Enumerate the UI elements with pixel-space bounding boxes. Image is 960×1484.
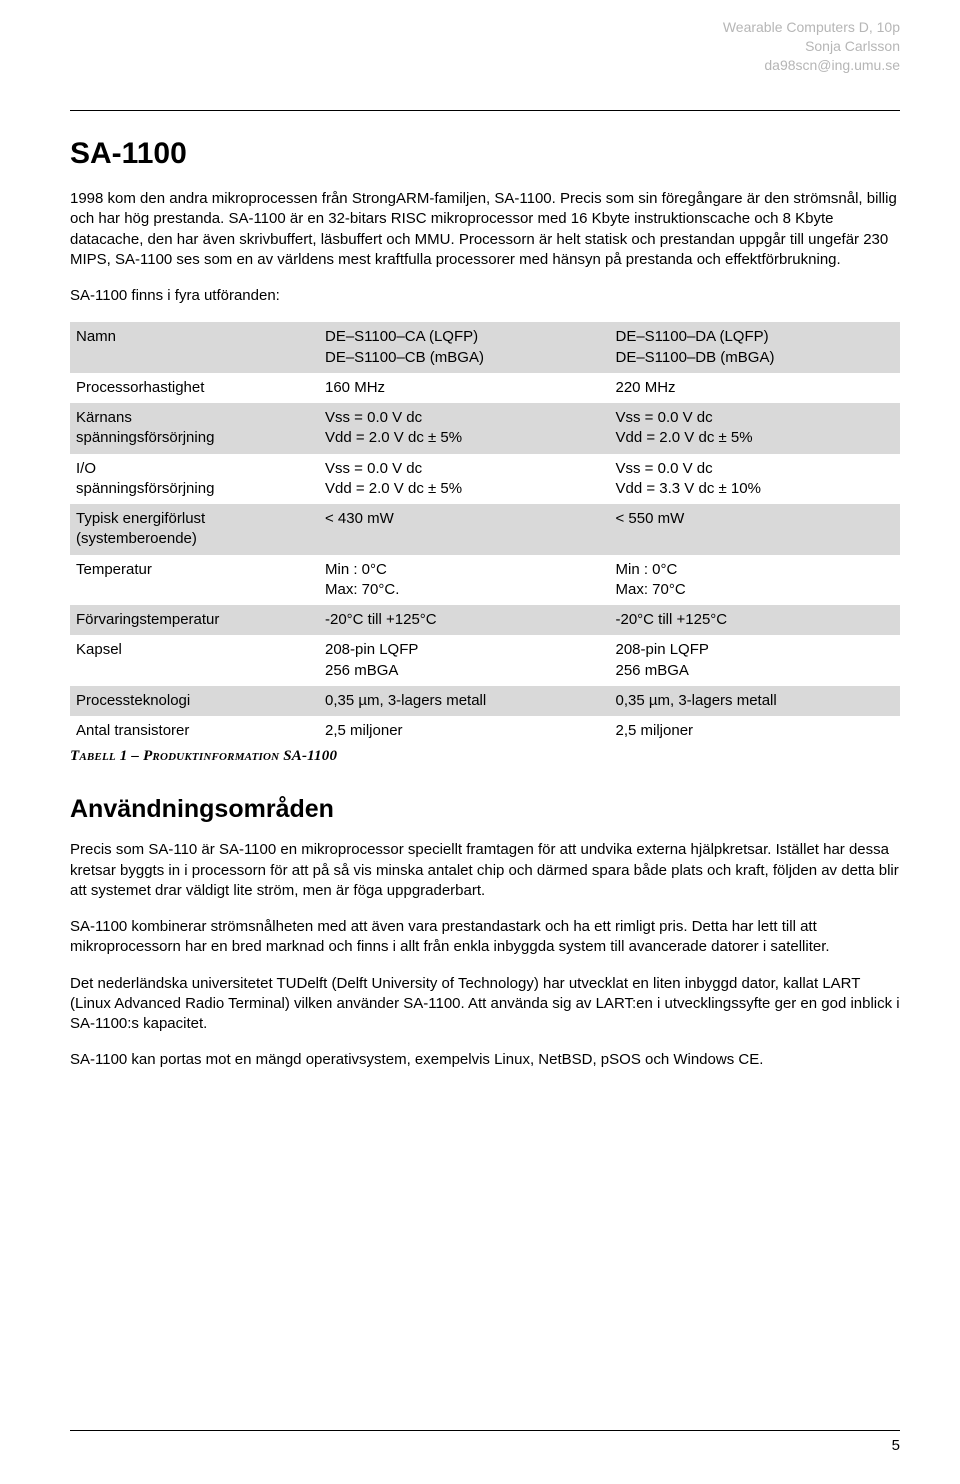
table-cell: Vss = 0.0 V dcVdd = 2.0 V dc ± 5% [319, 403, 610, 454]
table-row: KärnansspänningsförsörjningVss = 0.0 V d… [70, 403, 900, 454]
body-paragraph-1: Precis som SA-110 är SA-1100 en mikropro… [70, 840, 900, 901]
table-cell: 2,5 miljoner [610, 716, 901, 746]
table-cell: 2,5 miljoner [319, 716, 610, 746]
table-cell: Processorhastighet [70, 373, 319, 403]
table-row: Typisk energiförlust(systemberoende)< 43… [70, 504, 900, 555]
section-heading-applications: Användningsområden [70, 795, 900, 824]
table-cell: 0,35 µm, 3-lagers metall [610, 686, 901, 716]
intro-paragraph-1: 1998 kom den andra mikroprocessen från S… [70, 189, 900, 270]
table-row: I/OspänningsförsörjningVss = 0.0 V dcVdd… [70, 454, 900, 505]
table-cell: DE–S1100–DA (LQFP)DE–S1100–DB (mBGA) [610, 322, 901, 373]
header-rule [70, 110, 900, 111]
caption-label: Tabell 1 – [70, 748, 143, 764]
table-cell: 208-pin LQFP256 mBGA [319, 635, 610, 686]
table-cell: I/Ospänningsförsörjning [70, 454, 319, 505]
table-cell: < 430 mW [319, 504, 610, 555]
table-cell: DE–S1100–CA (LQFP)DE–S1100–CB (mBGA) [319, 322, 610, 373]
table-cell: Vss = 0.0 V dcVdd = 2.0 V dc ± 5% [610, 403, 901, 454]
body-paragraph-2: SA-1100 kombinerar strömsnålheten med at… [70, 917, 900, 958]
table-cell: 0,35 µm, 3-lagers metall [319, 686, 610, 716]
header-course: Wearable Computers D, 10p [723, 18, 900, 37]
table-cell: 160 MHz [319, 373, 610, 403]
document-page: Wearable Computers D, 10p Sonja Carlsson… [0, 0, 960, 1484]
table-row: Processorhastighet160 MHz220 MHz [70, 373, 900, 403]
page-title: SA-1100 [70, 137, 900, 171]
table-cell: 220 MHz [610, 373, 901, 403]
body-paragraph-4: SA-1100 kan portas mot en mängd operativ… [70, 1050, 900, 1070]
page-footer: 5 [70, 1430, 900, 1454]
page-number: 5 [70, 1437, 900, 1454]
table-row: Kapsel208-pin LQFP256 mBGA208-pin LQFP25… [70, 635, 900, 686]
table-cell: Förvaringstemperatur [70, 605, 319, 635]
table-row: Antal transistorer2,5 miljoner2,5 miljon… [70, 716, 900, 746]
caption-rest: Produktinformation SA-1100 [143, 748, 337, 764]
table-cell: < 550 mW [610, 504, 901, 555]
table-cell: Min : 0°CMax: 70°C. [319, 555, 610, 606]
table-cell: Vss = 0.0 V dcVdd = 3.3 V dc ± 10% [610, 454, 901, 505]
table-cell: Temperatur [70, 555, 319, 606]
header-email: da98scn@ing.umu.se [723, 56, 900, 75]
table-row: Processteknologi0,35 µm, 3-lagers metall… [70, 686, 900, 716]
table-cell: -20°C till +125°C [319, 605, 610, 635]
header-author: Sonja Carlsson [723, 37, 900, 56]
table-row: NamnDE–S1100–CA (LQFP)DE–S1100–CB (mBGA)… [70, 322, 900, 373]
table-cell: Min : 0°CMax: 70°C [610, 555, 901, 606]
table-cell: 208-pin LQFP256 mBGA [610, 635, 901, 686]
table-caption: Tabell 1 – Produktinformation SA-1100 [70, 748, 900, 765]
table-cell: Namn [70, 322, 319, 373]
table-cell: Vss = 0.0 V dcVdd = 2.0 V dc ± 5% [319, 454, 610, 505]
table-cell: Antal transistorer [70, 716, 319, 746]
table-cell: -20°C till +125°C [610, 605, 901, 635]
intro-paragraph-2: SA-1100 finns i fyra utföranden: [70, 286, 900, 306]
body-paragraph-3: Det nederländska universitetet TUDelft (… [70, 974, 900, 1035]
table-cell: Typisk energiförlust(systemberoende) [70, 504, 319, 555]
table-cell: Kapsel [70, 635, 319, 686]
table-cell: Kärnansspänningsförsörjning [70, 403, 319, 454]
table-cell: Processteknologi [70, 686, 319, 716]
spec-table: NamnDE–S1100–CA (LQFP)DE–S1100–CB (mBGA)… [70, 322, 900, 746]
page-header: Wearable Computers D, 10p Sonja Carlsson… [723, 18, 900, 75]
table-row: TemperaturMin : 0°CMax: 70°C.Min : 0°CMa… [70, 555, 900, 606]
table-row: Förvaringstemperatur-20°C till +125°C-20… [70, 605, 900, 635]
footer-rule [70, 1430, 900, 1431]
